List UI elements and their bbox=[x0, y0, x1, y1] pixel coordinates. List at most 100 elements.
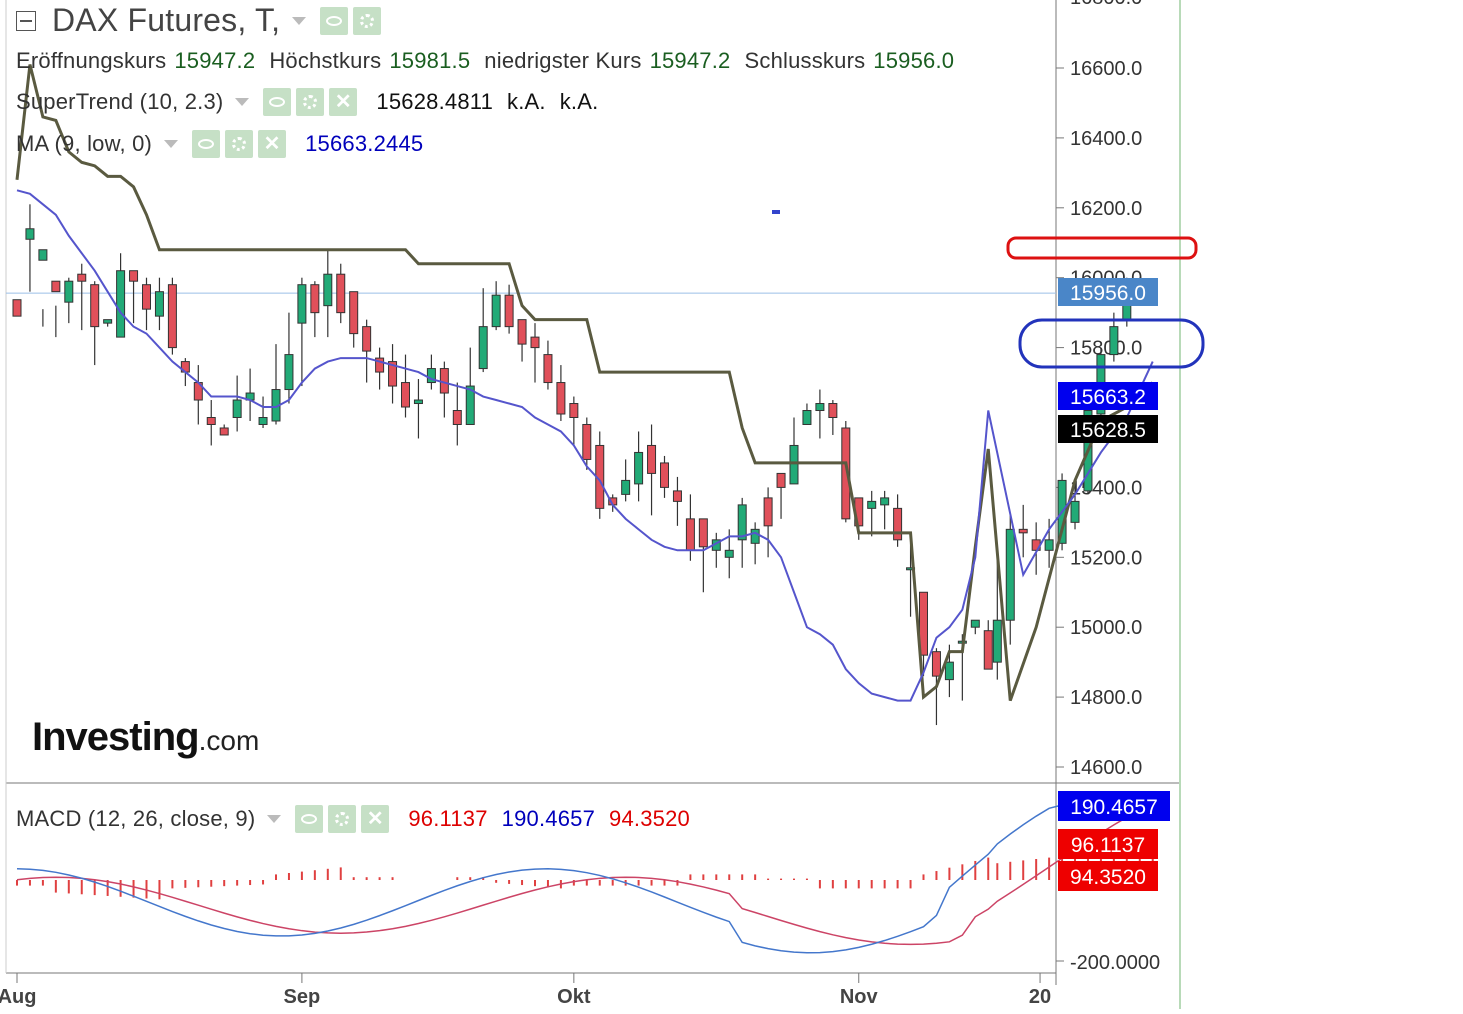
ohlc-label: Höchstkurs bbox=[269, 48, 382, 73]
candle-up bbox=[880, 497, 890, 506]
eye-icon[interactable] bbox=[263, 88, 292, 116]
y-tick-label-clipped: 16800.0 bbox=[1070, 0, 1142, 9]
candle-up bbox=[944, 661, 954, 681]
candle-down bbox=[219, 427, 229, 436]
x-tick-label: Sep bbox=[284, 986, 321, 1008]
candle-down bbox=[660, 462, 669, 488]
y-tick-label: 15200.0 bbox=[1070, 547, 1142, 569]
candle-up bbox=[64, 280, 74, 303]
candle-up bbox=[992, 619, 1002, 663]
title-row: DAX Futures, T, bbox=[16, 2, 386, 39]
ohlc-label: Eröffnungskurs bbox=[16, 48, 167, 73]
candle-down bbox=[983, 630, 993, 670]
candle-up bbox=[116, 270, 126, 338]
macd-y-tick-label: -200.0000 bbox=[1070, 952, 1160, 974]
candle-down bbox=[543, 354, 553, 384]
candle-down bbox=[142, 284, 151, 310]
x-tick-label: 20 bbox=[1029, 986, 1051, 1008]
y-tick-label: 14800.0 bbox=[1070, 687, 1142, 709]
candle-up bbox=[750, 528, 760, 544]
ohlc-value: 15981.5 bbox=[389, 48, 471, 73]
candle-up bbox=[1044, 539, 1054, 551]
ma-value: 15663.2445 bbox=[305, 131, 424, 156]
candle-up bbox=[724, 549, 734, 558]
macd-tag-bg bbox=[1058, 829, 1158, 859]
ohlc-value: 15956.0 bbox=[873, 48, 955, 73]
candle-up bbox=[802, 410, 812, 425]
candle-up bbox=[38, 249, 48, 261]
candle-up bbox=[1070, 500, 1080, 523]
candle-down bbox=[763, 497, 773, 527]
candle-up bbox=[258, 417, 268, 425]
eye-icon[interactable] bbox=[192, 130, 221, 158]
gear-icon[interactable] bbox=[296, 88, 325, 116]
y-tick-label: 14600.0 bbox=[1070, 757, 1142, 779]
candle-down bbox=[12, 299, 22, 317]
gear-icon[interactable] bbox=[353, 6, 382, 35]
gear-icon[interactable] bbox=[328, 805, 357, 833]
close-icon[interactable]: ✕ bbox=[258, 130, 287, 158]
macd-line bbox=[16, 804, 1153, 954]
candle-down bbox=[517, 319, 527, 345]
chevron-down-icon[interactable] bbox=[267, 815, 282, 823]
macd-tag-bg bbox=[1058, 861, 1158, 891]
chevron-down-icon[interactable] bbox=[292, 16, 307, 25]
candle-up bbox=[232, 399, 242, 418]
candle-down bbox=[841, 427, 851, 520]
macd-value-2: 190.4657 bbox=[501, 806, 596, 831]
candle-up bbox=[426, 368, 436, 384]
candle-down bbox=[375, 357, 385, 373]
ohlc-label: Schlusskurs bbox=[744, 48, 866, 73]
candle-down bbox=[310, 284, 320, 314]
candle-up bbox=[413, 399, 423, 405]
candle-up bbox=[867, 500, 877, 509]
gear-icon[interactable] bbox=[225, 130, 254, 158]
candle-down bbox=[51, 280, 61, 293]
candle-down bbox=[647, 444, 657, 474]
logo-suffix: .com bbox=[198, 725, 260, 756]
candle-down bbox=[530, 336, 540, 349]
close-icon[interactable]: ✕ bbox=[361, 805, 390, 833]
candle-down bbox=[349, 291, 359, 335]
price-tag-bg bbox=[1058, 382, 1158, 410]
candle-down bbox=[893, 507, 903, 541]
macd-tag-label: 190.4657 bbox=[1070, 796, 1158, 819]
y-tick-label: 15800.0 bbox=[1070, 338, 1142, 360]
supertrend-value: 15628.4811 bbox=[376, 89, 494, 114]
candle-down bbox=[452, 410, 462, 425]
candle-down bbox=[582, 423, 592, 460]
eye-icon[interactable] bbox=[320, 6, 349, 35]
chart-title: DAX Futures, T, bbox=[52, 2, 281, 38]
ohlc-value: 15947.2 bbox=[174, 48, 256, 73]
investing-logo: Investing.com bbox=[32, 715, 259, 760]
eye-icon[interactable] bbox=[295, 805, 324, 833]
candle-up bbox=[491, 294, 501, 328]
macd-value-1: 96.1137 bbox=[408, 806, 488, 831]
candle-up bbox=[297, 284, 307, 324]
chevron-down-icon[interactable] bbox=[164, 140, 179, 148]
price-tag-label: 15956.0 bbox=[1070, 282, 1146, 305]
chevron-down-icon[interactable] bbox=[235, 98, 250, 106]
candle-down bbox=[776, 472, 786, 488]
candle-down bbox=[919, 591, 928, 656]
candle-down bbox=[129, 270, 139, 282]
close-icon[interactable]: ✕ bbox=[329, 88, 358, 116]
candle-up bbox=[323, 273, 333, 307]
supertrend-row: SuperTrend (10, 2.3) ✕ 15628.4811 k.A. k… bbox=[16, 88, 598, 116]
macd-tag-label: 94.3520 bbox=[1070, 866, 1146, 889]
candle-down bbox=[206, 417, 216, 425]
x-tick-label: Aug bbox=[0, 986, 36, 1008]
candle-up bbox=[103, 319, 113, 324]
collapse-icon[interactable] bbox=[16, 10, 36, 31]
supertrend-na: k.A. bbox=[507, 89, 546, 114]
candle-down bbox=[504, 294, 514, 328]
x-tick-label: Nov bbox=[840, 986, 879, 1008]
candle-down bbox=[569, 403, 579, 418]
candle-up bbox=[815, 403, 825, 412]
price-tag-bg bbox=[1058, 415, 1158, 443]
macd-label: MACD (12, 26, close, 9) bbox=[16, 806, 256, 831]
candle-up bbox=[284, 354, 294, 391]
x-tick-label: Okt bbox=[557, 986, 591, 1008]
